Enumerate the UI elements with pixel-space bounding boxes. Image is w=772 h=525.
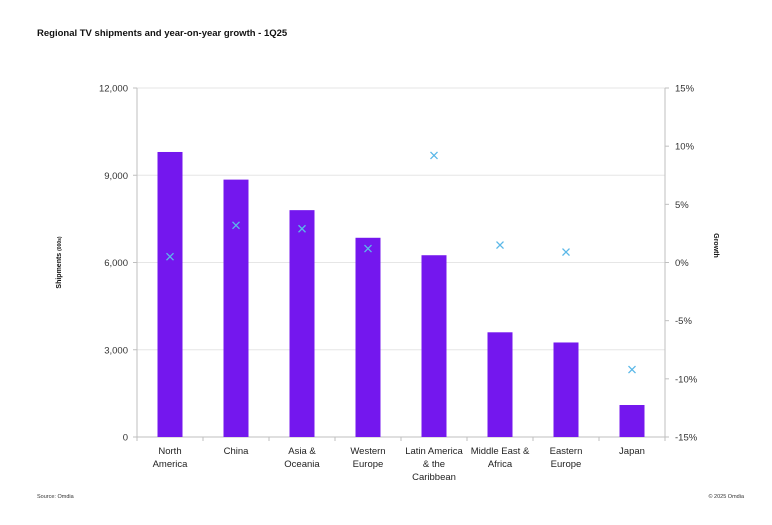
marker-stroke	[562, 248, 570, 256]
marker-stroke	[628, 365, 636, 374]
category-label: Asia &	[288, 446, 316, 457]
bar	[421, 255, 447, 437]
marker-stroke	[232, 221, 240, 230]
growth-marker	[298, 224, 306, 233]
bar	[355, 237, 381, 437]
bar	[487, 332, 513, 437]
category-label: Latin America	[405, 446, 463, 457]
marker-stroke	[364, 244, 372, 253]
category-label: Africa	[488, 459, 513, 470]
growth-series	[166, 151, 636, 374]
gridlines	[137, 87, 665, 351]
category-label: North	[158, 446, 181, 457]
copyright-note: © 2025 Omdia	[708, 494, 744, 500]
y2-axis-title: Growth	[712, 233, 719, 258]
bar	[157, 151, 183, 437]
bar-series	[157, 151, 645, 438]
category-label: America	[153, 459, 189, 470]
y2-tick-label: 5%	[675, 200, 689, 211]
category-label: Eastern	[550, 446, 583, 457]
y2-tick-label: 0%	[675, 258, 689, 269]
bar	[223, 179, 249, 438]
tick-labels: 0 3,000 6,000 9,000 12,000 -15% -10% -5% 0% 5% 10%…	[56, 84, 719, 484]
y-tick-label: 3,000	[104, 345, 128, 356]
category-label: & the	[423, 459, 445, 470]
y2-tick-label: 10%	[675, 142, 695, 153]
growth-marker	[628, 365, 636, 374]
y-tick-label: 0	[123, 433, 128, 444]
bar	[619, 405, 645, 437]
chart-title: Regional TV shipments and year-on-year g…	[37, 28, 288, 39]
marker-stroke	[298, 224, 306, 233]
growth-marker	[430, 151, 438, 160]
bar	[553, 342, 579, 437]
marker-stroke	[496, 241, 504, 250]
source-note: Source: Omdia	[37, 494, 74, 500]
y-tick-label: 6,000	[104, 258, 128, 269]
marker-stroke	[430, 151, 438, 160]
category-label: Europe	[353, 459, 384, 470]
category-label: Middle East &	[471, 446, 530, 457]
y-axis-unit: (000s)	[57, 236, 63, 251]
category-label: Oceania	[284, 459, 320, 470]
growth-marker	[232, 221, 240, 230]
marker-stroke	[166, 252, 174, 261]
growth-marker	[364, 244, 372, 253]
y-tick-label: 12,000	[99, 84, 128, 95]
y2-tick-label: -15%	[675, 433, 698, 444]
category-label: Japan	[619, 446, 645, 457]
y-axis-title: Shipments (000s)	[56, 236, 63, 289]
y2-tick-label: -5%	[675, 316, 692, 327]
growth-marker	[496, 241, 504, 250]
category-label: Caribbean	[412, 472, 456, 483]
category-label: Europe	[551, 459, 582, 470]
axes	[133, 87, 669, 441]
y-tick-label: 9,000	[104, 171, 128, 182]
y2-tick-label: 15%	[675, 84, 695, 95]
y2-tick-label: -10%	[675, 374, 698, 385]
bar	[289, 210, 315, 437]
category-label: Western	[350, 446, 385, 457]
growth-marker	[562, 248, 570, 256]
y-axis-title-text: Shipments	[56, 251, 63, 289]
category-label: China	[224, 446, 250, 457]
growth-marker	[166, 252, 174, 261]
